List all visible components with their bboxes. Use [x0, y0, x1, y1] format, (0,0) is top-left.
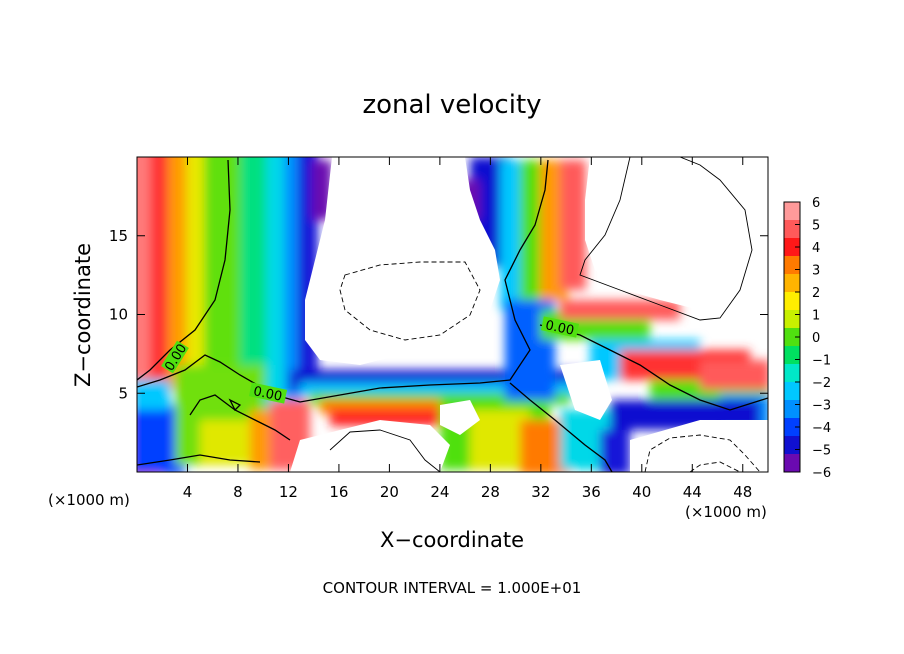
x-tick-label-11: 48 — [733, 483, 752, 501]
x-tick-label-4: 20 — [380, 483, 399, 501]
colorbar-swatch-7 — [784, 328, 800, 347]
colorbar-swatch-13 — [784, 436, 800, 455]
x-axis-ticks: 4 8 12 16 20 24 28 32 36 40 44 48 — [183, 157, 752, 501]
colorbar-label-1: 5 — [812, 219, 820, 234]
colorbar-label-9: −3 — [812, 399, 831, 414]
x-tick-label-1: 8 — [233, 483, 243, 501]
colorbar-swatch-8 — [784, 346, 800, 365]
colorbar-label-12: −6 — [812, 466, 831, 481]
colorbar-swatch-10 — [784, 382, 800, 401]
x-tick-label-0: 4 — [183, 483, 193, 501]
colorbar-label-6: 0 — [812, 331, 820, 346]
colorbar-label-2: 4 — [812, 241, 820, 256]
x-tick-label-8: 36 — [582, 483, 601, 501]
colorbar-swatch-12 — [784, 418, 800, 437]
x-unit-right: (×1000 m) — [685, 503, 767, 521]
y-axis-label: Z−coordinate — [71, 243, 95, 387]
contour-label-3: 0.00 — [544, 318, 575, 339]
y-tick-label-0: 5 — [118, 384, 128, 402]
colorbar-swatch-14 — [784, 454, 800, 473]
colorbar-label-8: −2 — [812, 376, 831, 391]
colorbar-label-5: 1 — [812, 309, 820, 324]
x-axis-label: X−coordinate — [380, 528, 524, 552]
x-tick-label-2: 12 — [279, 483, 298, 501]
colorbar-label-11: −5 — [812, 444, 831, 459]
colorbar-swatch-0 — [784, 202, 800, 221]
x-tick-label-5: 24 — [430, 483, 449, 501]
y-tick-label-2: 15 — [109, 227, 128, 245]
x-tick-label-9: 40 — [632, 483, 651, 501]
colorbar-swatch-9 — [784, 364, 800, 383]
chart-title: zonal velocity — [362, 90, 541, 120]
colorbar-swatch-6 — [784, 310, 800, 329]
colorbar-swatch-1 — [784, 220, 800, 239]
colorbar-label-7: −1 — [812, 354, 831, 369]
colorbar-swatch-11 — [784, 400, 800, 419]
colorbar-swatch-4 — [784, 274, 800, 293]
colorbar-label-10: −4 — [812, 421, 831, 436]
colorbar: 6 5 4 3 2 1 0 −1 −2 −3 −4 −5 −6 — [783, 196, 831, 481]
velocity-field: 0.00 0.00 0.00 — [137, 157, 768, 472]
y-tick-label-1: 10 — [109, 306, 128, 324]
x-tick-label-6: 28 — [481, 483, 500, 501]
colorbar-swatch-5 — [784, 292, 800, 311]
contour-interval-note: CONTOUR INTERVAL = 1.000E+01 — [323, 579, 582, 597]
x-tick-label-10: 44 — [683, 483, 702, 501]
x-unit-left: (×1000 m) — [48, 491, 130, 509]
colorbar-label-0: 6 — [812, 196, 820, 211]
colorbar-label-4: 2 — [812, 286, 820, 301]
colorbar-label-3: 3 — [812, 264, 820, 279]
x-tick-label-7: 32 — [531, 483, 550, 501]
y-axis-ticks: 5 10 15 — [109, 227, 768, 402]
colorbar-swatch-3 — [784, 256, 800, 275]
colorbar-swatch-2 — [784, 238, 800, 257]
contour-label-2: 0.00 — [252, 384, 283, 405]
x-tick-label-3: 16 — [329, 483, 348, 501]
